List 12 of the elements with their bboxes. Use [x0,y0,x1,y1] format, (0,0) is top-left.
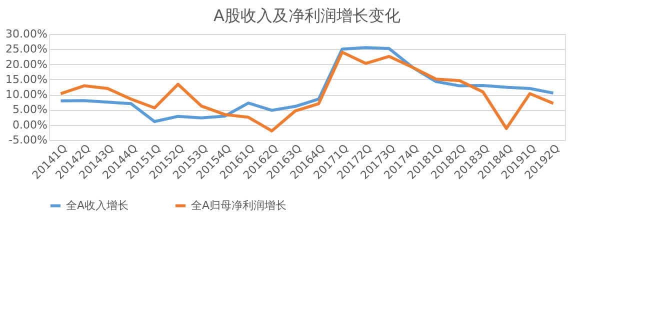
chart-title: A股收入及净利润增长变化 [214,6,400,25]
legend-label: 全A归母净利润增长 [191,198,287,212]
y-tick-label: 30.00% [6,28,48,40]
y-tick-label: -5.00% [8,134,48,146]
y-tick-label: 15.00% [6,72,48,86]
y-tick-label: 0.00% [12,118,48,132]
y-tick-label: 20.00% [6,58,48,71]
y-tick-label: 5.00% [12,103,48,116]
y-tick-label: 25.00% [6,42,48,56]
y-tick-label: 10.00% [6,88,48,102]
legend-label: 全A收入增长 [66,198,129,212]
line-series [59,50,555,132]
